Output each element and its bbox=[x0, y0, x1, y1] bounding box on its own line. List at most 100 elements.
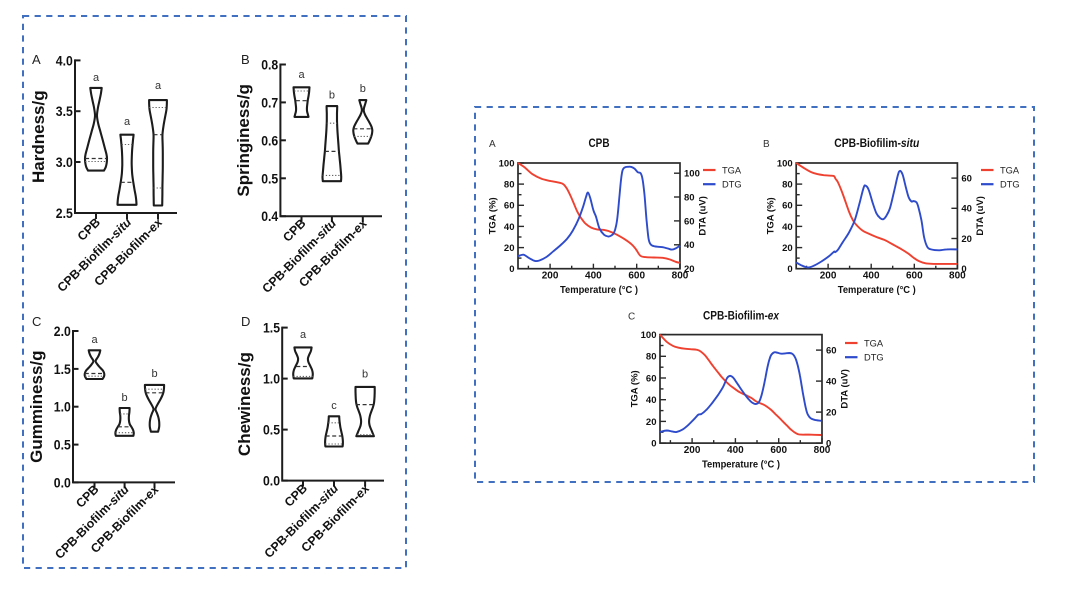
svg-text:600: 600 bbox=[628, 271, 645, 282]
svg-text:20: 20 bbox=[826, 408, 837, 419]
svg-text:TGA: TGA bbox=[864, 338, 884, 348]
svg-text:80: 80 bbox=[504, 180, 515, 191]
svg-text:b: b bbox=[360, 83, 366, 95]
svg-text:600: 600 bbox=[770, 445, 787, 456]
svg-text:b: b bbox=[122, 392, 128, 404]
svg-text:1.5: 1.5 bbox=[54, 361, 71, 377]
svg-text:60: 60 bbox=[504, 201, 515, 212]
svg-text:3.0: 3.0 bbox=[56, 154, 73, 170]
svg-text:400: 400 bbox=[585, 271, 602, 282]
svg-text:TGA (%): TGA (%) bbox=[766, 197, 777, 234]
svg-text:0.5: 0.5 bbox=[263, 422, 280, 438]
svg-text:60: 60 bbox=[782, 201, 793, 212]
svg-text:Chewiness/g: Chewiness/g bbox=[235, 352, 254, 456]
svg-text:a: a bbox=[91, 334, 98, 346]
svg-text:a: a bbox=[155, 80, 162, 92]
svg-text:B: B bbox=[241, 52, 250, 67]
svg-text:TGA (%): TGA (%) bbox=[488, 197, 499, 234]
svg-text:1.5: 1.5 bbox=[263, 320, 280, 336]
svg-text:Gumminess/g: Gumminess/g bbox=[27, 350, 46, 462]
svg-text:0.5: 0.5 bbox=[54, 437, 71, 453]
svg-text:20: 20 bbox=[782, 243, 793, 254]
svg-text:C: C bbox=[628, 312, 635, 323]
svg-text:0.8: 0.8 bbox=[261, 57, 278, 73]
svg-text:Temperature (°C ): Temperature (°C ) bbox=[838, 284, 916, 296]
svg-text:0: 0 bbox=[961, 264, 966, 275]
svg-text:a: a bbox=[93, 72, 100, 84]
svg-text:a: a bbox=[124, 116, 131, 128]
svg-text:20: 20 bbox=[646, 417, 657, 428]
svg-text:60: 60 bbox=[826, 346, 837, 357]
svg-text:80: 80 bbox=[646, 352, 657, 363]
svg-text:DTA (uV): DTA (uV) bbox=[840, 369, 851, 409]
svg-text:80: 80 bbox=[782, 180, 793, 191]
svg-text:800: 800 bbox=[949, 271, 966, 282]
svg-text:DTA (uV): DTA (uV) bbox=[975, 196, 986, 236]
svg-text:200: 200 bbox=[820, 271, 837, 282]
svg-text:c: c bbox=[331, 400, 337, 412]
svg-text:D: D bbox=[241, 314, 250, 329]
svg-text:0.0: 0.0 bbox=[263, 473, 280, 489]
svg-text:Hardness/g: Hardness/g bbox=[29, 90, 48, 183]
svg-text:Temperature (°C ): Temperature (°C ) bbox=[560, 284, 638, 296]
svg-text:a: a bbox=[300, 329, 307, 341]
svg-text:100: 100 bbox=[641, 330, 657, 341]
svg-text:0: 0 bbox=[826, 439, 831, 450]
svg-text:20: 20 bbox=[961, 234, 972, 245]
svg-text:60: 60 bbox=[961, 174, 972, 185]
svg-text:B: B bbox=[763, 139, 770, 150]
svg-text:400: 400 bbox=[863, 271, 880, 282]
svg-text:CPB: CPB bbox=[589, 136, 610, 150]
svg-text:CPB-Biofilim-ex: CPB-Biofilim-ex bbox=[703, 309, 780, 323]
svg-text:0: 0 bbox=[509, 264, 514, 275]
svg-text:0.6: 0.6 bbox=[261, 132, 278, 148]
svg-text:b: b bbox=[329, 90, 335, 102]
svg-text:200: 200 bbox=[542, 271, 559, 282]
svg-text:40: 40 bbox=[961, 204, 972, 215]
svg-text:80: 80 bbox=[684, 192, 695, 203]
svg-text:60: 60 bbox=[684, 216, 695, 227]
svg-text:1.0: 1.0 bbox=[54, 399, 71, 415]
svg-text:TGA: TGA bbox=[1000, 165, 1020, 175]
svg-text:b: b bbox=[362, 369, 368, 381]
svg-text:0.5: 0.5 bbox=[261, 170, 278, 186]
svg-text:Temperature (°C ): Temperature (°C ) bbox=[702, 459, 780, 471]
svg-text:20: 20 bbox=[684, 264, 695, 275]
svg-text:0: 0 bbox=[651, 439, 656, 450]
svg-text:20: 20 bbox=[504, 243, 515, 254]
svg-text:3.5: 3.5 bbox=[56, 103, 73, 119]
svg-text:600: 600 bbox=[906, 271, 923, 282]
svg-text:DTG: DTG bbox=[722, 180, 742, 190]
svg-text:C: C bbox=[32, 314, 41, 329]
svg-text:DTA (uV): DTA (uV) bbox=[698, 196, 709, 236]
svg-text:a: a bbox=[298, 69, 305, 81]
svg-text:1.0: 1.0 bbox=[263, 371, 280, 387]
svg-text:40: 40 bbox=[826, 377, 837, 388]
svg-text:40: 40 bbox=[646, 395, 657, 406]
svg-text:0.0: 0.0 bbox=[54, 474, 71, 490]
svg-text:4.0: 4.0 bbox=[56, 52, 73, 68]
svg-text:Springiness/g: Springiness/g bbox=[234, 84, 253, 196]
svg-text:A: A bbox=[32, 52, 41, 67]
svg-text:b: b bbox=[151, 368, 157, 380]
svg-text:A: A bbox=[489, 139, 496, 150]
svg-text:40: 40 bbox=[684, 240, 695, 251]
svg-text:100: 100 bbox=[684, 169, 700, 180]
svg-text:0.4: 0.4 bbox=[261, 208, 278, 224]
svg-text:40: 40 bbox=[504, 222, 515, 233]
svg-text:DTG: DTG bbox=[864, 353, 884, 363]
svg-text:400: 400 bbox=[727, 445, 744, 456]
svg-text:60: 60 bbox=[646, 373, 657, 384]
svg-text:100: 100 bbox=[499, 158, 515, 169]
svg-text:CPB-Biofilim-situ: CPB-Biofilim-situ bbox=[834, 136, 920, 150]
svg-text:DTG: DTG bbox=[1000, 180, 1020, 190]
svg-text:TGA (%): TGA (%) bbox=[630, 370, 641, 407]
svg-text:TGA: TGA bbox=[722, 165, 742, 175]
svg-text:0: 0 bbox=[787, 264, 792, 275]
svg-text:100: 100 bbox=[777, 158, 793, 169]
svg-text:40: 40 bbox=[782, 222, 793, 233]
svg-text:0.7: 0.7 bbox=[261, 94, 278, 110]
svg-text:200: 200 bbox=[684, 445, 701, 456]
svg-text:2.0: 2.0 bbox=[54, 323, 71, 339]
svg-text:800: 800 bbox=[814, 445, 831, 456]
